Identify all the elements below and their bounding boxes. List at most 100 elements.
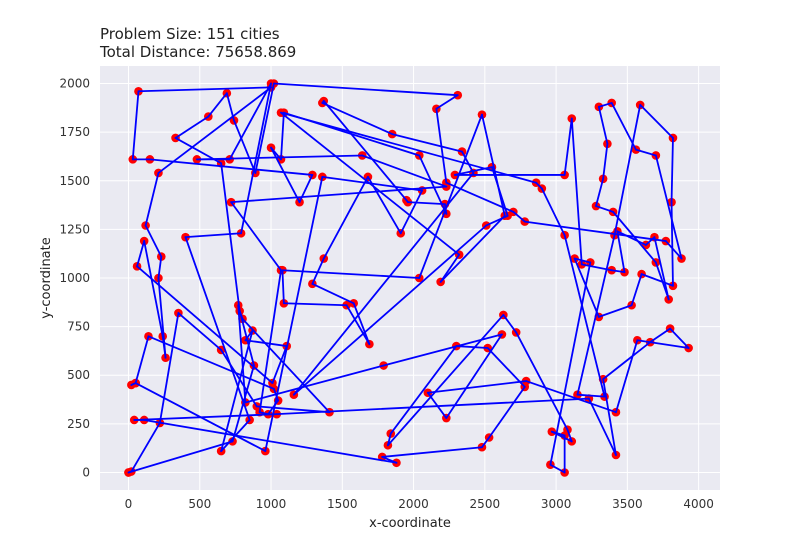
route-segment-32 xyxy=(653,236,670,301)
route-segment-39 xyxy=(563,117,573,176)
route-segment-47 xyxy=(391,133,463,153)
y-axis-label: y-coordinate xyxy=(39,237,54,319)
route-segment-64 xyxy=(157,86,272,174)
route-segment-110 xyxy=(439,214,506,283)
route-segment-4 xyxy=(220,349,258,408)
route-segment-111 xyxy=(439,253,461,283)
route-segment-48 xyxy=(321,102,394,135)
route-segment-71 xyxy=(136,240,146,268)
x-tick-label-2: 1000 xyxy=(256,497,287,511)
route-segment-164 xyxy=(231,364,255,443)
route-segment-27 xyxy=(602,142,609,180)
route-segment-65 xyxy=(144,172,160,227)
route-segment-74 xyxy=(244,339,288,347)
route-segment-20 xyxy=(523,220,667,242)
route-segment-135 xyxy=(502,314,518,334)
route-segment-154 xyxy=(636,339,690,349)
route-segment-159 xyxy=(445,333,503,419)
route-segment-30 xyxy=(612,210,657,264)
x-tick-label-0: 0 xyxy=(125,497,133,511)
route-segment-72 xyxy=(136,265,274,384)
route-segment-137 xyxy=(387,432,392,447)
route-segment-163 xyxy=(237,304,255,367)
route-lines xyxy=(127,82,690,474)
route-segment-16 xyxy=(435,94,459,110)
y-tick-label-8: 2000 xyxy=(59,77,90,91)
route-segment-29 xyxy=(595,205,614,213)
route-segment-23 xyxy=(635,148,657,157)
route-segment-114 xyxy=(535,181,543,190)
route-segment-92 xyxy=(134,335,150,384)
route-segment-44 xyxy=(292,224,488,396)
route-segment-52 xyxy=(406,201,446,205)
y-tick-label-0: 0 xyxy=(82,465,90,479)
route-segment-73 xyxy=(271,345,288,384)
route-segment-107 xyxy=(281,269,421,279)
route-segment-26 xyxy=(597,105,609,145)
route-segment-113 xyxy=(280,111,538,184)
route-segment-115 xyxy=(540,187,566,237)
x-tick-labels: 0 500 1000 1500 2000 2500 3000 3500 4000 xyxy=(125,497,714,511)
route-segment-129 xyxy=(549,463,566,474)
route-segment-143 xyxy=(381,446,483,458)
route-segment-120 xyxy=(639,104,674,139)
route-segment-105 xyxy=(282,302,348,307)
y-tick-label-6: 1500 xyxy=(59,174,90,188)
route-segment-10 xyxy=(174,115,210,139)
route-segment-63 xyxy=(137,86,272,93)
y-tick-label-2: 500 xyxy=(67,368,90,382)
route-segment-127 xyxy=(573,257,592,264)
route-segment-100 xyxy=(322,175,369,260)
y-tick-labels: 0 250 500 750 1000 1250 1500 1750 2000 xyxy=(59,77,90,480)
route-segment-66 xyxy=(144,224,163,258)
grid-lines xyxy=(100,66,720,490)
route-segment-50 xyxy=(322,100,408,202)
route-segment-1 xyxy=(130,421,161,473)
route-segment-35 xyxy=(616,230,626,274)
route-segment-132 xyxy=(550,430,573,443)
route-segment-109 xyxy=(481,113,506,217)
chart-title-total-distance: Total Distance: 75658.869 xyxy=(100,43,297,61)
route-segment-112 xyxy=(280,111,461,256)
route-segment-46 xyxy=(461,150,475,174)
route-segment-21 xyxy=(664,240,683,260)
route-segment-60 xyxy=(148,158,314,176)
route-segment-128 xyxy=(549,261,592,466)
route-segment-160 xyxy=(382,333,503,367)
route-segment-147 xyxy=(133,413,278,421)
route-segment-104 xyxy=(345,304,371,346)
x-axis-label: x-coordinate xyxy=(369,516,451,531)
route-segment-36 xyxy=(610,269,626,274)
route-segment-157 xyxy=(426,380,528,394)
x-tick-label-5: 2500 xyxy=(470,497,501,511)
route-segment-25 xyxy=(597,102,613,108)
route-segment-158 xyxy=(426,391,448,419)
route-segment-33 xyxy=(644,236,656,246)
route-segment-148 xyxy=(275,397,590,416)
route-segment-118 xyxy=(576,234,616,396)
route-segment-125 xyxy=(597,304,633,318)
route-segment-145 xyxy=(143,419,398,464)
route-segment-84 xyxy=(361,154,448,188)
route-segment-121 xyxy=(670,137,674,204)
route-segment-13 xyxy=(233,119,257,174)
route-segment-11 xyxy=(207,92,228,118)
route-segment-139 xyxy=(455,345,489,349)
route-segment-138 xyxy=(389,345,458,435)
route-segment-38 xyxy=(570,117,583,266)
route-segment-119 xyxy=(613,104,642,237)
route-segment-133 xyxy=(566,428,573,443)
route-segment-117 xyxy=(576,393,606,398)
route-segment-96 xyxy=(264,175,324,453)
route-segment-6 xyxy=(241,317,331,414)
route-segment-67 xyxy=(157,255,163,279)
route-segment-79 xyxy=(184,232,243,239)
y-tick-label-4: 1000 xyxy=(59,271,90,285)
route-segment-155 xyxy=(615,339,639,414)
x-tick-label-1: 500 xyxy=(188,497,211,511)
route-segment-149 xyxy=(587,397,617,456)
route-segment-81 xyxy=(228,82,272,161)
route-segment-124 xyxy=(630,273,643,307)
route-segment-34 xyxy=(616,230,647,246)
